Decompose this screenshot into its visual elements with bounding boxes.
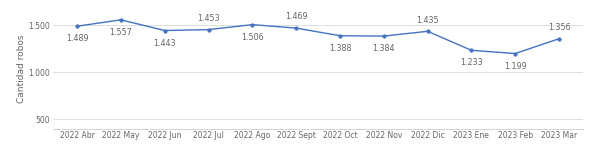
Text: 1.199: 1.199 (504, 62, 527, 70)
Text: 1.469: 1.469 (285, 13, 307, 21)
Text: 1.557: 1.557 (110, 28, 133, 37)
Y-axis label: Cantidad robos: Cantidad robos (16, 34, 26, 103)
Text: 1.356: 1.356 (548, 23, 570, 32)
Text: 1.453: 1.453 (197, 14, 220, 23)
Text: 1.388: 1.388 (329, 44, 351, 53)
Text: 1.233: 1.233 (460, 58, 483, 67)
Text: 1.384: 1.384 (372, 44, 395, 53)
Text: 1.443: 1.443 (154, 39, 176, 48)
Text: 1.506: 1.506 (241, 33, 264, 42)
Text: 1.435: 1.435 (416, 16, 439, 25)
Text: 1.489: 1.489 (66, 34, 88, 43)
